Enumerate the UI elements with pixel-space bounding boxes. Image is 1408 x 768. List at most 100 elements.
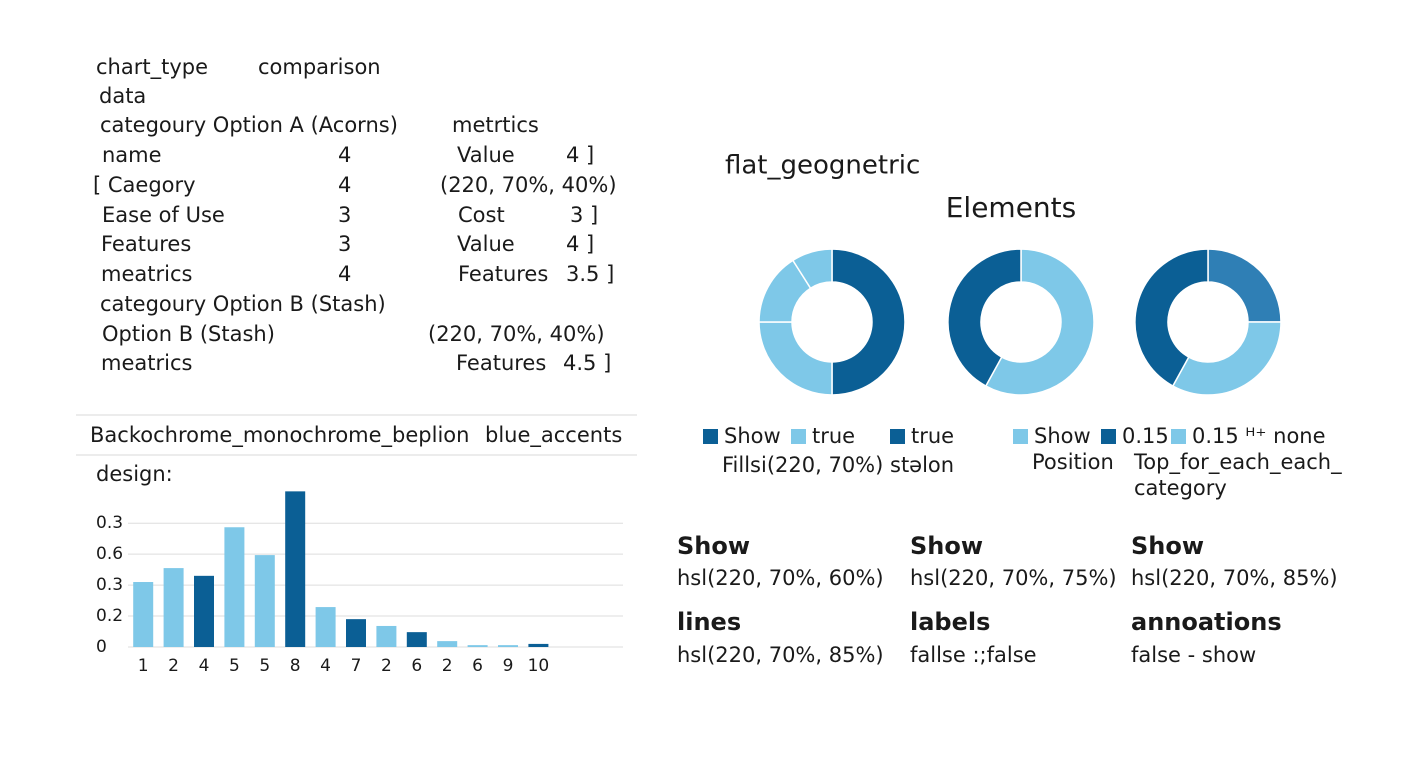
legend-swatch — [1101, 429, 1116, 444]
bar — [133, 582, 154, 647]
setting-heading: Show — [910, 532, 983, 560]
setting-value: hsl(220, 70%, 75%) — [910, 566, 1117, 590]
bar — [467, 645, 488, 647]
donut-segment — [984, 248, 1095, 396]
spec-text: [ Caegory — [93, 173, 196, 197]
spec-text: Option B (Stash) — [102, 322, 275, 346]
design-label: design: — [96, 462, 173, 486]
spec-text: data — [99, 84, 146, 108]
legend-swatch — [791, 429, 806, 444]
spec-text: (220, 70%, 40%) — [440, 173, 617, 197]
setting-heading: annoations — [1131, 608, 1282, 636]
legend-swatch — [1171, 429, 1186, 444]
spec-text: Ease of Use — [102, 203, 225, 227]
y-tick-label: 0.6 — [96, 544, 123, 564]
y-tick-label: 0.3 — [96, 575, 123, 595]
spec-text: 4.5 ] — [563, 351, 611, 375]
spec-text: categoury Option B (Stash) — [100, 292, 386, 316]
bar — [528, 643, 549, 647]
spec-text: 4 — [338, 143, 351, 167]
setting-heading: labels — [910, 608, 990, 636]
donut-segment — [831, 248, 906, 396]
spec-text: Value — [457, 232, 515, 256]
spec-text: 4 ] — [566, 143, 594, 167]
bar — [498, 645, 518, 647]
legend-swatch — [890, 429, 905, 444]
bar — [194, 575, 214, 647]
spec-text: categoury Option A (Acorns) — [100, 113, 398, 137]
bar — [346, 619, 366, 647]
setting-heading: lines — [677, 608, 741, 636]
setting-heading: Show — [1131, 532, 1204, 560]
donut-segment — [947, 248, 1022, 387]
panel-subtitle: Elements — [946, 191, 1077, 224]
legend-label: true — [911, 424, 954, 448]
x-tick-label: 10 — [528, 656, 550, 676]
spec-text: (220, 70%, 40%) — [428, 322, 605, 346]
x-tick-label: 6 — [472, 656, 483, 676]
legend-note: Top_for_each_each_ — [1133, 450, 1342, 475]
x-tick-label: 6 — [411, 656, 422, 676]
y-tick-label: 0.2 — [96, 606, 123, 626]
spec-text: Value — [457, 143, 515, 167]
spec-text: Features — [101, 232, 191, 256]
banner-text: blue_accents — [485, 423, 622, 448]
setting-heading: Show — [677, 532, 750, 560]
legend-note: Position — [1032, 450, 1114, 474]
donut-segment — [1207, 248, 1282, 323]
y-tick-label: 0.3 — [96, 513, 123, 533]
spec-text: metrtics — [452, 113, 539, 137]
spec-text: name — [102, 143, 162, 167]
x-tick-label: 9 — [503, 656, 514, 676]
bar — [376, 625, 397, 647]
legend-label: Show — [1034, 424, 1091, 448]
donut-segment — [791, 248, 833, 290]
x-tick-label: 4 — [320, 656, 331, 676]
spec-text: chart_type — [96, 55, 208, 80]
legend-swatch — [703, 429, 718, 444]
spec-text: Cost — [458, 203, 505, 227]
spec-text: meatrics — [101, 351, 192, 375]
x-tick-label: 5 — [259, 656, 270, 676]
setting-value: hsl(220, 70%, 85%) — [1131, 566, 1338, 590]
donut-segment — [1134, 248, 1209, 387]
bar — [224, 527, 245, 647]
setting-value: hsl(220, 70%, 60%) — [677, 566, 884, 590]
setting-value: fallse :;false — [910, 643, 1037, 667]
y-tick-label: 0 — [96, 637, 107, 657]
x-tick-label: 2 — [442, 656, 453, 676]
setting-value: false - show — [1131, 643, 1256, 667]
spec-text: 4 — [338, 262, 351, 286]
x-tick-label: 8 — [290, 656, 301, 676]
legend-label: Show — [724, 424, 781, 448]
legend-note: Fillsі(220, 70%) stəlon — [722, 453, 954, 477]
spec-text: 4 — [338, 173, 351, 197]
x-tick-label: 7 — [351, 656, 362, 676]
bar — [254, 555, 275, 647]
legend-label: true — [812, 424, 855, 448]
spec-text: Features — [456, 351, 546, 375]
x-tick-label: 2 — [168, 656, 179, 676]
legend-label: 0.15 ᴴ⁺ none — [1192, 424, 1326, 448]
spec-text: meatrics — [101, 262, 192, 286]
x-tick-label: 1 — [138, 656, 149, 676]
bar — [315, 607, 336, 647]
x-tick-label: 2 — [381, 656, 392, 676]
spec-text: 4 ] — [566, 232, 594, 256]
legend-label: 0.15 — [1122, 424, 1169, 448]
spec-text: 3 — [338, 203, 351, 227]
bar — [437, 641, 458, 647]
spec-text: 3 — [338, 232, 351, 256]
bar — [285, 491, 306, 647]
legend-note: category — [1134, 476, 1227, 500]
spec-text: comparison — [258, 55, 381, 79]
setting-value: hsl(220, 70%, 85%) — [677, 643, 884, 667]
x-tick-label: 4 — [199, 656, 210, 676]
banner-text: Backochrome_monochrome_beplion — [90, 423, 469, 448]
donut-segment — [1171, 321, 1282, 396]
spec-text: 3 ] — [570, 203, 598, 227]
bar — [406, 632, 427, 647]
panel-title: flat_geognetric — [725, 151, 920, 181]
legend-swatch — [1013, 429, 1028, 444]
